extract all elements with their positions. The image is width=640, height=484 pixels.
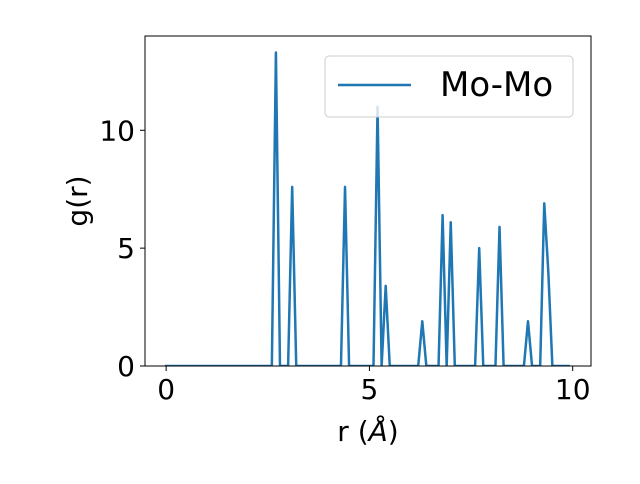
plot-area	[164, 51, 570, 366]
legend: Mo-Mo	[324, 55, 574, 118]
y-tick-label: 5	[117, 232, 135, 265]
x-tick-label: 5	[361, 373, 379, 406]
series-line-0	[164, 51, 570, 366]
y-tick-label: 0	[117, 350, 135, 383]
x-axis-label: r (Å)	[337, 414, 398, 448]
axes: 0 5 10 0 5 10	[99, 35, 592, 406]
x-tick-label: 10	[555, 373, 591, 406]
y-axis-label: g(r)	[61, 175, 94, 226]
y-tick-label: 10	[99, 114, 135, 147]
legend-box	[324, 55, 574, 118]
x-tick-label: 0	[157, 373, 175, 406]
legend-label-0: Mo-Mo	[440, 65, 553, 105]
axes-frame	[144, 35, 592, 367]
